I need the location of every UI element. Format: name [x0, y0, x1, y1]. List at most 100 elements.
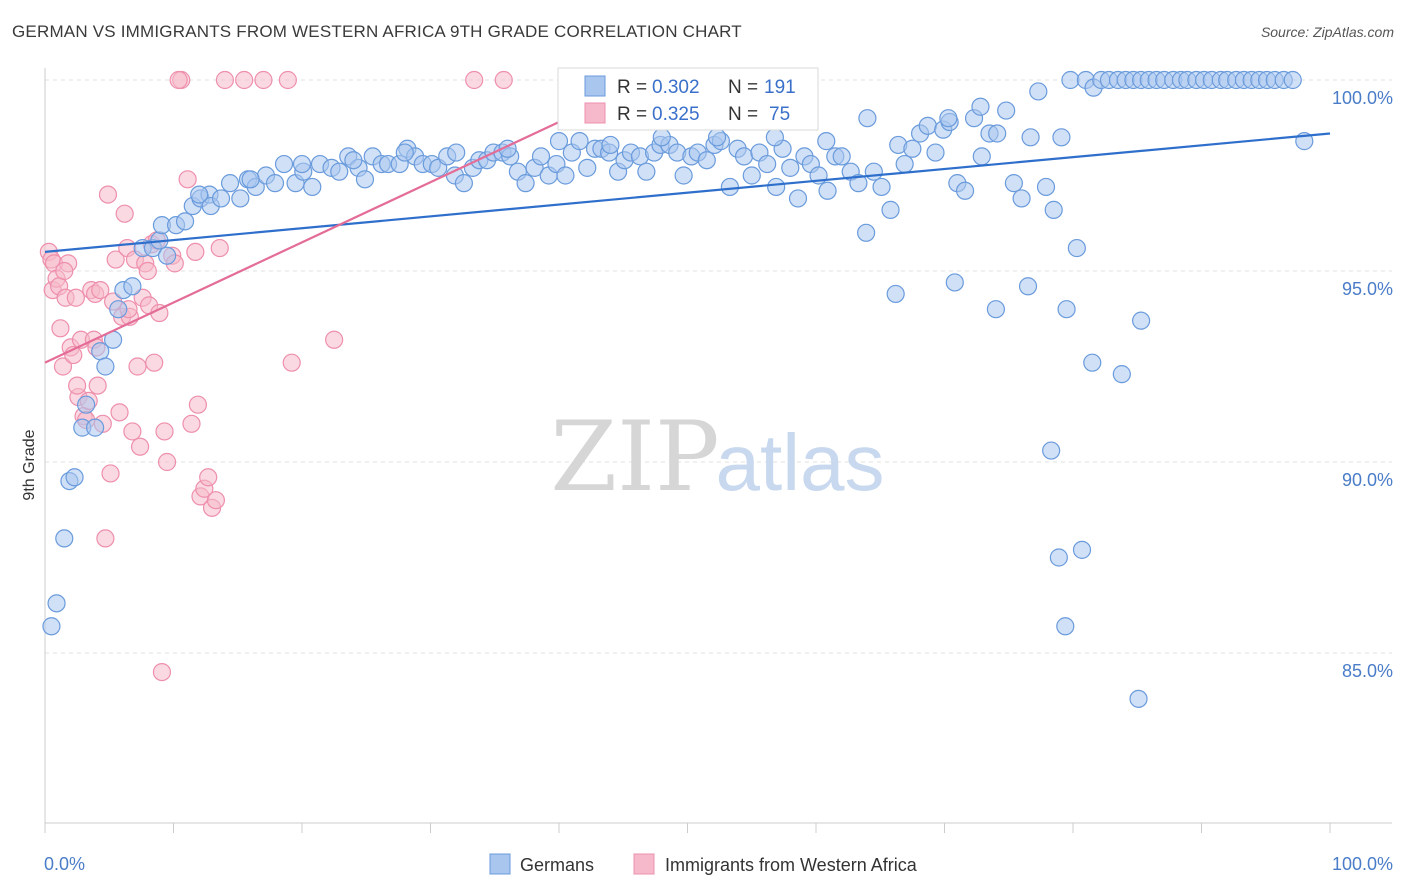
german-point-94 [767, 177, 786, 197]
trendlines [44, 121, 1331, 364]
immigrant-point-22 [91, 281, 110, 300]
german-point-186 [395, 143, 414, 162]
legend-r-value-1: 0.302 [652, 77, 700, 98]
german-point-125 [1004, 174, 1023, 193]
immigrant-point-7 [53, 357, 73, 376]
german-point-91 [742, 166, 761, 185]
german-point-9 [96, 357, 115, 376]
german-point-101 [818, 181, 837, 200]
immigrant-point-6 [51, 319, 70, 338]
watermark-zip: ZIP [550, 401, 719, 513]
german-point-132 [1061, 70, 1080, 90]
german-point-97 [788, 189, 808, 208]
german-point-187 [344, 151, 363, 170]
german-point-171 [1049, 548, 1068, 567]
legend-n-value-2: 75 [769, 104, 790, 125]
german-point-20 [175, 212, 195, 231]
y-tick-label-1: 90.0% [1342, 470, 1393, 490]
x-tick-labels: 0.0% 100.0% [44, 854, 1393, 874]
bottom-legend-germans: Germans [520, 855, 594, 875]
immigrant-point-28 [106, 250, 125, 269]
bottom-legend-swatch-immigrants [633, 853, 655, 875]
german-point-93 [758, 154, 777, 174]
german-point-77 [637, 162, 656, 181]
german-point-175 [971, 97, 990, 116]
german-point-165 [1018, 277, 1038, 296]
immigrant-point-46 [155, 422, 174, 441]
immigrant-point-74 [55, 261, 74, 281]
german-point-63 [531, 147, 551, 166]
german-point-108 [872, 177, 891, 197]
german-point-188 [292, 154, 312, 174]
german-point-129 [1036, 177, 1056, 197]
y-tick-label-0: 85.0% [1342, 661, 1393, 681]
german-point-6 [77, 395, 96, 414]
german-point-25 [211, 189, 231, 208]
german-point-162 [886, 284, 905, 304]
german-point-126 [1012, 189, 1031, 208]
immigrant-point-24 [96, 529, 115, 548]
immigrant-point-64 [278, 70, 297, 90]
immigrant-point-62 [235, 70, 254, 90]
immigrant-point-36 [128, 357, 147, 376]
legend-n-label-2: N = [728, 104, 758, 125]
german-point-41 [355, 170, 375, 189]
german-point-109 [881, 200, 900, 219]
german-point-13 [123, 277, 142, 296]
immigrant-point-67 [465, 70, 484, 90]
german-point-26 [220, 174, 240, 193]
immigrant-point-53 [186, 242, 205, 261]
german-point-121 [972, 147, 991, 166]
immigrant-point-37 [130, 437, 150, 456]
german-point-114 [918, 116, 937, 135]
immigrant-point-57 [199, 468, 218, 487]
german-point-166 [1057, 300, 1076, 319]
german-point-177 [858, 109, 877, 128]
immigrant-point-59 [206, 491, 226, 510]
x-tick-label-1: 100.0% [1332, 854, 1393, 874]
immigrant-point-70 [138, 261, 157, 281]
german-point-32 [274, 154, 294, 174]
german-point-107 [864, 162, 883, 181]
immigrant-point-21 [88, 376, 107, 395]
german-point-35 [303, 177, 322, 197]
immigrant-point-73 [68, 376, 87, 395]
immigrant-point-65 [282, 353, 301, 372]
legend-n-value-1: 191 [764, 77, 796, 98]
svg-text:R =: R = [617, 77, 647, 98]
german-point-183 [549, 132, 569, 151]
german-point-103 [832, 147, 851, 166]
immigrant-point-12 [66, 288, 85, 307]
german-point-133 [1067, 238, 1086, 258]
immigrant-point-26 [101, 464, 120, 483]
immigrant-point-31 [115, 204, 134, 223]
german-point-174 [1129, 689, 1148, 708]
immigrant-point-60 [210, 238, 229, 258]
german-point-27 [231, 189, 250, 208]
y-axis-label: 9th Grade [21, 429, 38, 500]
immigrant-point-68 [494, 70, 513, 90]
german-point-164 [986, 300, 1006, 319]
immigrant-point-25 [98, 185, 118, 204]
german-point-111 [895, 154, 914, 174]
series-germans-points [42, 70, 1314, 708]
german-point-130 [1044, 200, 1063, 219]
german-point-90 [734, 147, 754, 166]
german-point-4 [65, 468, 84, 487]
german-point-169 [1132, 311, 1151, 330]
trendline-germans [44, 132, 1331, 253]
series-immigrants-points [39, 70, 513, 682]
german-point-31 [265, 174, 285, 193]
german-point-172 [1072, 540, 1092, 559]
german-point-85 [697, 151, 716, 170]
german-point-115 [926, 143, 945, 162]
german-point-124 [997, 101, 1016, 120]
gridlines [45, 79, 1392, 654]
legend-n-label-1: N = [728, 77, 758, 98]
axes [44, 68, 1392, 833]
german-point-82 [674, 166, 693, 185]
german-point-160 [1283, 70, 1302, 90]
german-point-131 [1052, 128, 1071, 147]
series-legend: Germans Immigrants from Western Africa [489, 853, 918, 875]
german-point-190 [190, 185, 209, 204]
